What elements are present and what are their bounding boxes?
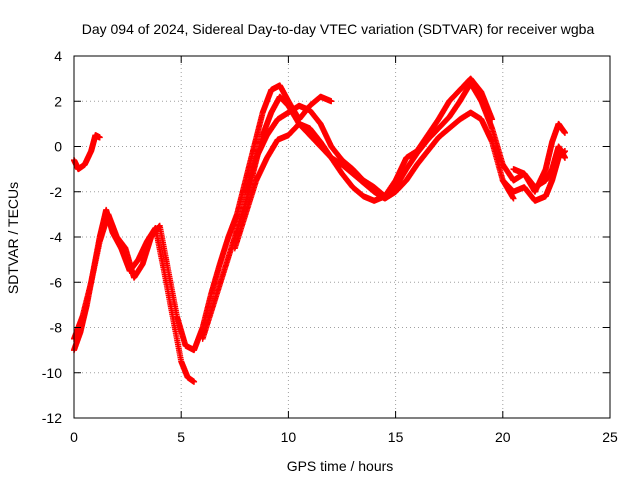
x-tick-label: 0 [70, 429, 78, 445]
grid [74, 56, 610, 418]
y-tick-label: -6 [50, 274, 63, 290]
axis-ticks: 0 5 10 15 20 25 -12 -10 -8 -6 -4 -2 0 2 4 [42, 48, 618, 445]
series-trace-c [71, 82, 335, 354]
data-layer [71, 75, 568, 385]
data-point-marker [561, 129, 568, 136]
chart-title: Day 094 of 2024, Sidereal Day-to-day VTE… [82, 21, 595, 37]
data-point-marker [328, 98, 335, 105]
series-trace-a [71, 132, 103, 173]
y-tick-label: -8 [50, 320, 63, 336]
x-tick-label: 10 [281, 429, 297, 445]
data-point-marker [510, 195, 517, 202]
series-trace-e [231, 109, 517, 252]
series-trace-f [242, 75, 496, 200]
y-tick-label: -10 [42, 365, 62, 381]
series-trace-g [499, 120, 568, 195]
y-tick-label: -4 [50, 229, 63, 245]
series-trace-i [510, 143, 568, 191]
x-axis-label: GPS time / hours [287, 458, 394, 474]
y-tick-label: 2 [54, 93, 62, 109]
data-point-marker [489, 116, 496, 123]
y-tick-label: -2 [50, 184, 63, 200]
y-tick-label: 0 [54, 139, 62, 155]
data-point-marker [96, 134, 103, 141]
data-point-marker [191, 378, 198, 385]
y-tick-label: -12 [42, 410, 62, 426]
x-tick-label: 20 [495, 429, 511, 445]
y-tick-label: 4 [54, 48, 62, 64]
x-tick-label: 5 [177, 429, 185, 445]
x-tick-label: 25 [602, 429, 618, 445]
data-point-marker [561, 154, 568, 161]
x-tick-label: 15 [388, 429, 404, 445]
y-axis-label: SDTVAR / TECUs [5, 182, 21, 294]
